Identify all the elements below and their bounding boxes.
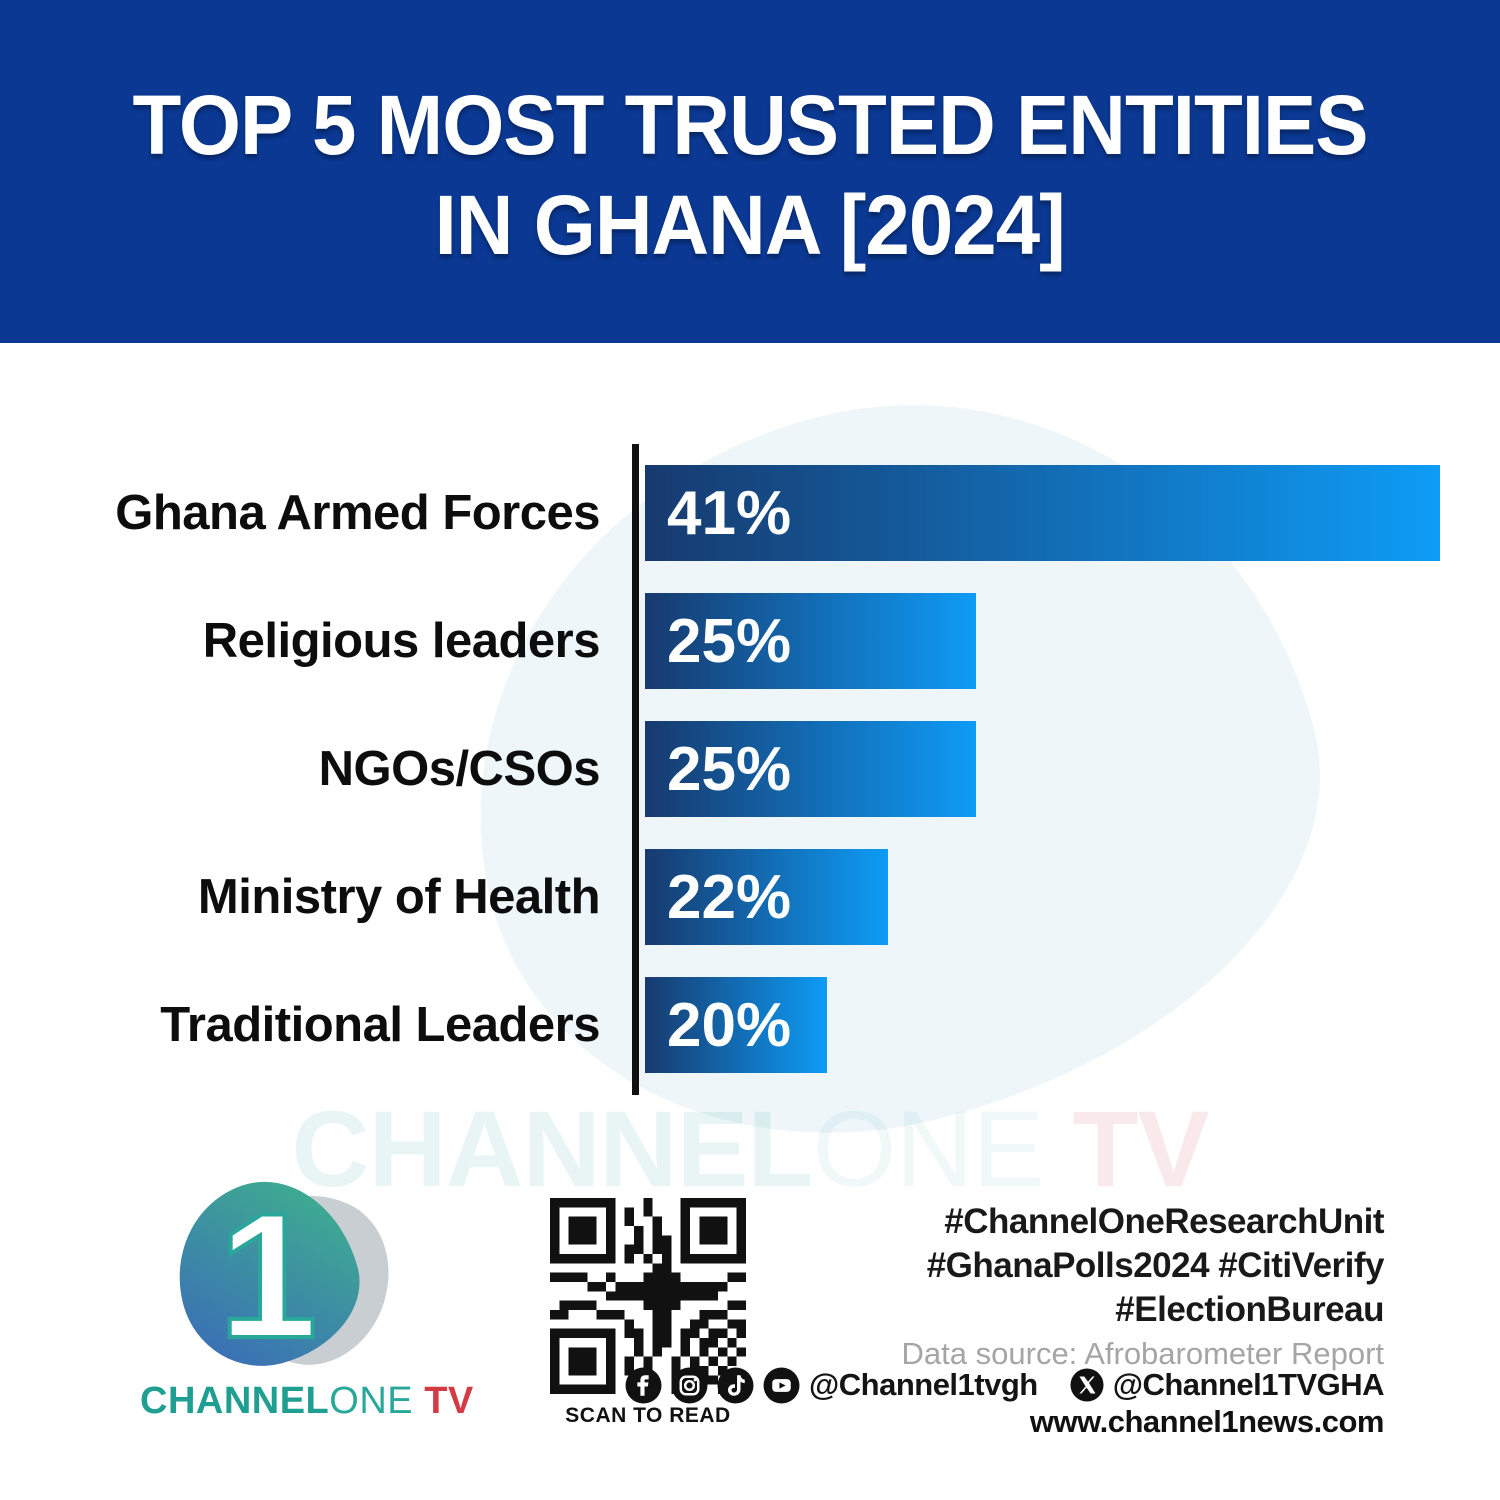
qr-caption: SCAN TO READ xyxy=(565,1404,731,1427)
page-title-line1: TOP 5 MOST TRUSTED ENTITIES xyxy=(132,77,1368,172)
brand-one: ONE xyxy=(329,1380,414,1422)
bar-value: 20% xyxy=(667,990,792,1060)
instagram-icon xyxy=(671,1367,708,1404)
bar: 20% xyxy=(645,977,827,1073)
bar-chart: Ghana Armed Forces 41% Religious leaders… xyxy=(0,444,1500,1104)
social-handle-x: @Channel1TVGHA xyxy=(1112,1367,1385,1402)
social-handle-main: @Channel1tvgh xyxy=(809,1367,1038,1402)
bar-row: NGOs/CSOs 25% xyxy=(0,721,1500,817)
hashtag-line: #GhanaPolls2024 #CitiVerify xyxy=(926,1246,1385,1285)
page-title-line2: IN GHANA [2024] xyxy=(434,177,1066,272)
watermark-tv: TV xyxy=(1043,1088,1210,1209)
bar-row: Traditional Leaders 20% xyxy=(0,977,1500,1073)
brand-wordmark: CHANNELONE TV xyxy=(140,1380,474,1423)
watermark-channel: CHANNEL xyxy=(291,1088,813,1209)
qr-code-image xyxy=(550,1198,746,1394)
tiktok-icon xyxy=(717,1367,754,1404)
logo-numeral: 1 xyxy=(217,1174,320,1377)
bar: 25% xyxy=(645,721,976,817)
brand-tv: TV xyxy=(413,1380,474,1422)
bar-value: 25% xyxy=(667,734,792,804)
bar-label: Ghana Armed Forces xyxy=(115,486,600,540)
watermark-one: ONE xyxy=(812,1088,1044,1209)
qr-code xyxy=(550,1198,746,1394)
bar: 22% xyxy=(645,849,888,945)
x-icon xyxy=(1070,1368,1104,1402)
website-url: www.channel1news.com xyxy=(1029,1404,1385,1439)
brand-channel: CHANNEL xyxy=(140,1380,330,1422)
header-banner: TOP 5 MOST TRUSTED ENTITIES IN GHANA [20… xyxy=(0,0,1500,343)
bar-row: Religious leaders 25% xyxy=(0,593,1500,689)
bar-row: Ministry of Health 22% xyxy=(0,849,1500,945)
hashtags-block: #ChannelOneResearchUnit #GhanaPolls2024 … xyxy=(926,1200,1385,1332)
facebook-icon xyxy=(625,1367,662,1404)
bar-value: 25% xyxy=(667,606,792,676)
data-source-note: Data source: Afrobarometer Report xyxy=(901,1336,1384,1371)
bar-value: 22% xyxy=(667,862,792,932)
bar-label: Religious leaders xyxy=(202,614,601,668)
bar-row: Ghana Armed Forces 41% xyxy=(0,465,1500,561)
hashtag-line: #ChannelOneResearchUnit xyxy=(944,1202,1384,1241)
bar-label: Ministry of Health xyxy=(197,870,601,924)
bar-value: 41% xyxy=(667,478,792,548)
hashtag-line: #ElectionBureau xyxy=(1115,1290,1384,1329)
bar: 25% xyxy=(645,593,976,689)
bar-label: NGOs/CSOs xyxy=(318,742,601,796)
social-media-row: @Channel1tvgh @Channel1TVGHA xyxy=(625,1366,1385,1404)
channel-one-logo: 1 xyxy=(150,1162,416,1388)
chart-axis-line xyxy=(632,444,639,1095)
bar-label: Traditional Leaders xyxy=(160,998,600,1052)
bar: 41% xyxy=(645,465,1440,561)
youtube-icon xyxy=(763,1367,800,1404)
brand-watermark-text: CHANNELONE TV xyxy=(0,1086,1500,1211)
